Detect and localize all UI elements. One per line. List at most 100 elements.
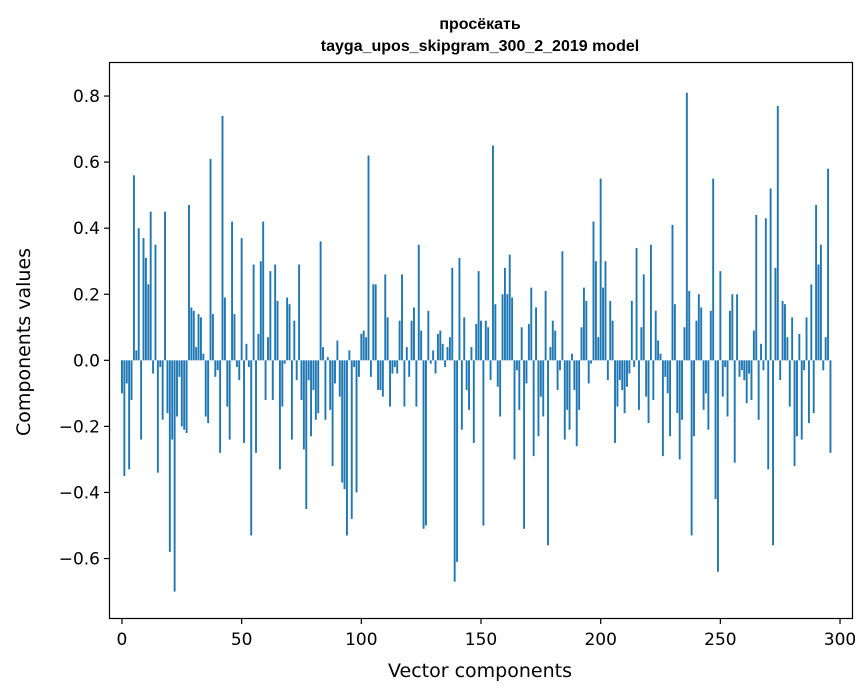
bar-278 (786, 337, 789, 361)
x-tick-label: 150 (465, 630, 497, 650)
bar-193 (582, 287, 585, 361)
bar-219 (645, 360, 648, 397)
bar-71 (290, 360, 293, 440)
bar-256 (733, 360, 736, 463)
bar-245 (707, 360, 710, 430)
bar-93 (343, 360, 346, 490)
bar-67 (281, 360, 284, 407)
bar-118 (403, 360, 406, 407)
bar-206 (614, 360, 616, 443)
x-tick-label: 50 (231, 630, 253, 650)
bar-283 (798, 333, 801, 361)
bar-72 (293, 320, 296, 361)
x-tick-label: 0 (117, 630, 128, 650)
bar-78 (307, 360, 310, 381)
bar-120 (408, 360, 411, 377)
bar-263 (750, 360, 753, 400)
bar-66 (278, 360, 281, 470)
bar-69 (286, 297, 289, 361)
bar-36 (207, 360, 210, 424)
bar-37 (209, 158, 212, 361)
bar-130 (432, 350, 435, 361)
bar-105 (372, 284, 375, 361)
bar-275 (779, 360, 782, 381)
bar-13 (152, 360, 155, 374)
bar-11 (147, 284, 150, 361)
bar-123 (415, 360, 418, 407)
bar-195 (587, 360, 590, 384)
bar-286 (805, 317, 808, 361)
bar-179 (549, 347, 552, 361)
bar-233 (678, 360, 681, 460)
bar-60 (264, 360, 267, 400)
bar-264 (752, 330, 755, 361)
y-tick-label: 0.0 (73, 351, 100, 371)
bar-201 (602, 287, 605, 361)
bar-92 (341, 360, 344, 483)
bar-19 (166, 360, 169, 414)
bar-234 (681, 360, 684, 420)
bar-183 (559, 360, 561, 371)
bar-0 (121, 360, 123, 394)
bar-18 (164, 211, 166, 361)
bar-20 (168, 360, 171, 552)
bar-167 (520, 327, 523, 361)
bar-76 (302, 360, 305, 450)
bar-177 (544, 290, 547, 361)
bar-141 (458, 257, 461, 361)
bar-235 (683, 327, 686, 361)
bar-199 (597, 337, 600, 361)
bar-189 (573, 360, 576, 391)
bar-260 (743, 360, 746, 381)
bar-223 (654, 310, 657, 361)
bar-33 (200, 317, 202, 361)
bar-88 (331, 360, 334, 467)
bar-50 (240, 238, 243, 361)
bar-285 (803, 360, 806, 371)
bar-276 (781, 300, 784, 361)
bar-262 (748, 360, 751, 374)
bar-214 (633, 360, 636, 367)
bar-100 (360, 333, 363, 361)
bar-38 (211, 314, 214, 361)
bar-165 (515, 360, 518, 371)
bar-197 (592, 221, 595, 361)
bar-210 (623, 360, 626, 414)
bar-57 (257, 333, 260, 361)
bar-157 (496, 360, 499, 387)
bar-249 (717, 360, 719, 572)
bar-110 (384, 274, 387, 361)
bar-290 (815, 205, 818, 361)
bar-85 (324, 360, 327, 420)
bar-149 (477, 271, 480, 361)
bar-51 (243, 360, 245, 443)
bar-211 (626, 360, 628, 387)
bar-43 (223, 297, 226, 361)
bar-23 (176, 360, 178, 417)
y-axis: −0.6 −0.4 −0.2 0.0 0.2 0.4 0.6 0.8 (59, 87, 110, 570)
bar-221 (649, 244, 652, 361)
bar-83 (319, 241, 322, 361)
bar-253 (726, 360, 729, 417)
bar-136 (446, 347, 449, 361)
bar-147 (472, 360, 475, 443)
bar-135 (444, 360, 447, 367)
x-tick-label: 300 (824, 630, 856, 650)
bar-229 (669, 360, 672, 437)
bar-247 (712, 178, 715, 361)
bar-204 (609, 300, 612, 361)
y-tick-label: 0.4 (73, 219, 100, 239)
bar-55 (252, 264, 255, 361)
y-tick-label: −0.2 (59, 417, 100, 437)
bar-257 (736, 294, 739, 361)
bar-112 (389, 360, 391, 407)
bar-56 (255, 360, 257, 453)
bar-87 (329, 360, 332, 410)
bar-227 (664, 360, 667, 377)
bar-119 (405, 347, 408, 361)
bar-216 (638, 360, 640, 410)
bar-261 (745, 360, 748, 404)
bar-198 (594, 261, 597, 361)
bar-236 (685, 92, 688, 361)
